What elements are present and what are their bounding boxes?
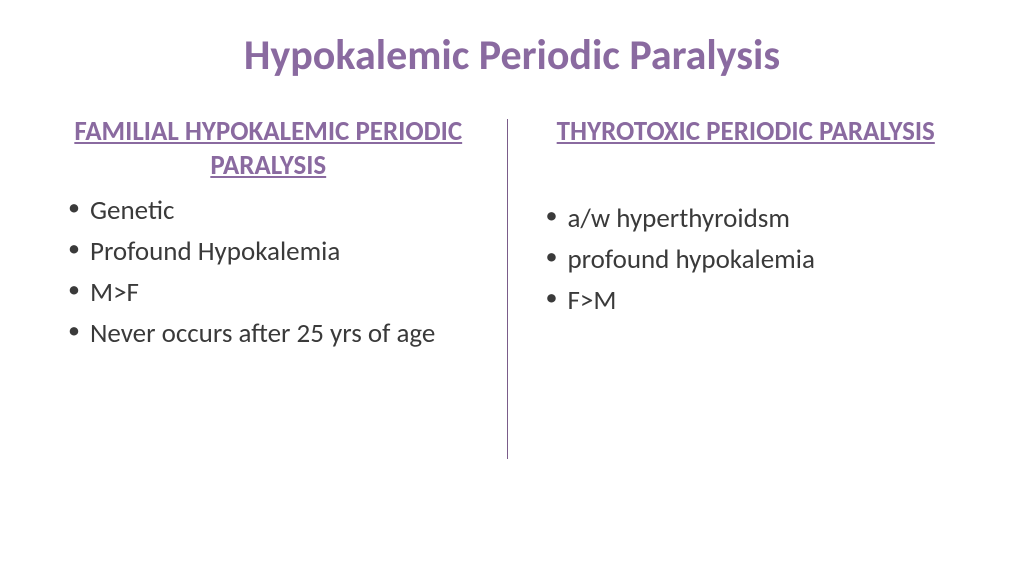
right-column: THYROTOXIC PERIODIC PARALYSIS a/w hypert… [508, 115, 975, 515]
left-heading: FAMILIAL HYPOKALEMIC PERIODIC PARALYSIS [60, 115, 477, 183]
right-bullet-list: a/w hyperthyroidsm profound hypokalemia … [538, 199, 955, 320]
left-bullet-list: Genetic Profound Hypokalemia M>F Never o… [60, 191, 477, 354]
slide-title: Hypokalemic Periodic Paralysis [50, 30, 974, 81]
list-item: F>M [544, 281, 955, 320]
left-column: FAMILIAL HYPOKALEMIC PERIODIC PARALYSIS … [50, 115, 507, 515]
spacer [538, 157, 955, 199]
list-item: profound hypokalemia [544, 240, 955, 279]
columns-wrapper: FAMILIAL HYPOKALEMIC PERIODIC PARALYSIS … [50, 115, 974, 515]
slide: Hypokalemic Periodic Paralysis FAMILIAL … [0, 0, 1024, 576]
list-item: M>F [66, 273, 477, 312]
list-item: Never occurs after 25 yrs of age [66, 314, 477, 353]
list-item: Profound Hypokalemia [66, 232, 477, 271]
right-heading: THYROTOXIC PERIODIC PARALYSIS [538, 115, 955, 149]
list-item: a/w hyperthyroidsm [544, 199, 955, 238]
list-item: Genetic [66, 191, 477, 230]
